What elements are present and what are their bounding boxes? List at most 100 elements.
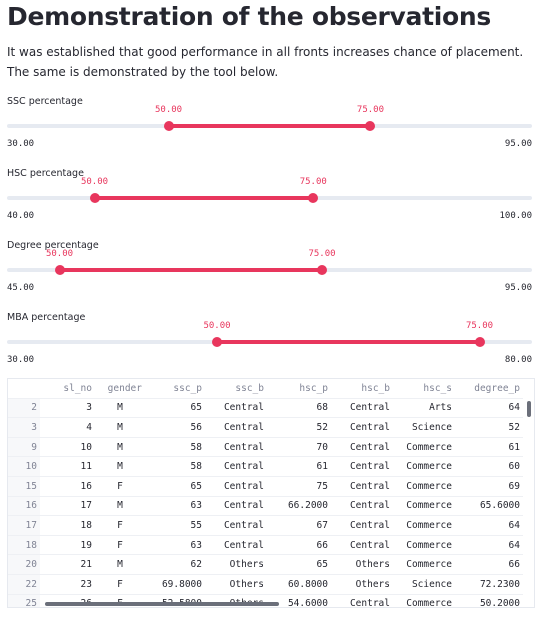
column-header-degree_p[interactable]: degree_p — [455, 379, 523, 399]
table-cell[interactable]: 19 — [40, 535, 95, 556]
table-cell[interactable]: 65 — [145, 476, 205, 497]
slider-high-thumb[interactable] — [365, 121, 376, 131]
table-cell[interactable]: F — [95, 515, 145, 536]
table-cell[interactable]: 10 — [40, 437, 95, 458]
table-cell[interactable]: Commerce — [393, 437, 455, 458]
row-index[interactable]: 18 — [8, 535, 40, 556]
table-cell[interactable]: 70 — [267, 437, 331, 458]
table-cell[interactable]: Commerce — [393, 476, 455, 497]
table-cell[interactable]: F — [95, 574, 145, 595]
table-cell[interactable]: Central — [331, 496, 393, 517]
table-cell[interactable]: 63 — [145, 496, 205, 517]
table-cell[interactable]: 69 — [455, 476, 523, 497]
row-index[interactable]: 10 — [8, 456, 40, 477]
table-cell[interactable]: 58 — [145, 456, 205, 477]
table-cell[interactable]: 56 — [145, 417, 205, 438]
table-cell[interactable]: Commerce — [393, 535, 455, 556]
table-cell[interactable]: Others — [331, 554, 393, 575]
degree-percentage-slider[interactable]: Degree percentage 50.00 75.00 45.00 95.0… — [0, 240, 544, 306]
table-cell[interactable]: 66 — [455, 554, 523, 575]
table-cell[interactable]: Science — [393, 417, 455, 438]
row-index[interactable]: 2 — [8, 398, 40, 419]
table-cell[interactable]: 62 — [145, 554, 205, 575]
table-cell[interactable]: Others — [205, 574, 267, 595]
slider-high-thumb[interactable] — [474, 337, 485, 347]
table-cell[interactable]: M — [95, 417, 145, 438]
table-cell[interactable]: Central — [331, 535, 393, 556]
table-cell[interactable]: Central — [205, 535, 267, 556]
table-cell[interactable]: 68 — [267, 398, 331, 419]
table-cell[interactable]: 63 — [145, 535, 205, 556]
table-cell[interactable]: F — [95, 476, 145, 497]
slider-low-thumb[interactable] — [212, 337, 222, 347]
table-cell[interactable]: 61 — [455, 437, 523, 458]
table-cell[interactable]: 72.2300 — [455, 574, 523, 595]
table-cell[interactable]: 50.2000 — [455, 594, 523, 607]
table-cell[interactable]: Central — [331, 437, 393, 458]
table-cell[interactable]: Central — [205, 398, 267, 419]
table-cell[interactable]: 64 — [455, 515, 523, 536]
table-cell[interactable]: 16 — [40, 476, 95, 497]
table-cell[interactable]: 58 — [145, 437, 205, 458]
table-cell[interactable]: Central — [331, 456, 393, 477]
table-cell[interactable]: 54.6000 — [267, 594, 331, 607]
vertical-scrollbar[interactable] — [527, 401, 531, 417]
table-cell[interactable]: 55 — [145, 515, 205, 536]
table-cell[interactable]: 60.8000 — [267, 574, 331, 595]
table-cell[interactable]: M — [95, 496, 145, 517]
table-cell[interactable]: 66.2000 — [267, 496, 331, 517]
table-cell[interactable]: M — [95, 437, 145, 458]
row-index[interactable]: 3 — [8, 417, 40, 438]
table-cell[interactable]: 67 — [267, 515, 331, 536]
table-cell[interactable]: Central — [205, 417, 267, 438]
table-cell[interactable]: 3 — [40, 398, 95, 419]
data-table[interactable]: sl_no gender ssc_p ssc_b hsc_p hsc_b hsc… — [7, 378, 535, 608]
column-header-gender[interactable]: gender — [95, 379, 145, 399]
table-cell[interactable]: 64 — [455, 535, 523, 556]
table-cell[interactable]: Central — [331, 417, 393, 438]
slider-low-thumb[interactable] — [163, 121, 174, 131]
mba-percentage-slider[interactable]: MBA percentage 50.00 75.00 30.00 80.00 — [0, 312, 544, 378]
horizontal-scrollbar[interactable] — [45, 602, 279, 606]
slider-low-thumb[interactable] — [89, 193, 100, 203]
table-cell[interactable]: Central — [205, 456, 267, 477]
table-cell[interactable]: 64 — [455, 398, 523, 419]
row-index[interactable]: 17 — [8, 515, 40, 536]
table-cell[interactable]: Central — [331, 476, 393, 497]
column-header-hsc_p[interactable]: hsc_p — [267, 379, 331, 399]
row-index[interactable]: 22 — [8, 574, 40, 595]
ssc-percentage-slider[interactable]: SSC percentage 50.00 75.00 30.00 95.00 — [0, 96, 544, 162]
column-header-hsc_s[interactable]: hsc_s — [393, 379, 455, 399]
table-cell[interactable]: Central — [205, 496, 267, 517]
table-cell[interactable]: 21 — [40, 554, 95, 575]
table-cell[interactable]: 75 — [267, 476, 331, 497]
table-cell[interactable]: M — [95, 398, 145, 419]
table-cell[interactable]: 11 — [40, 456, 95, 477]
row-index[interactable]: 15 — [8, 476, 40, 497]
table-cell[interactable]: 23 — [40, 574, 95, 595]
table-cell[interactable]: Arts — [393, 398, 455, 419]
slider-high-thumb[interactable] — [308, 193, 319, 203]
table-cell[interactable]: Commerce — [393, 496, 455, 517]
row-index[interactable]: 9 — [8, 437, 40, 458]
table-cell[interactable]: 52 — [267, 417, 331, 438]
table-cell[interactable]: 17 — [40, 496, 95, 517]
slider-low-thumb[interactable] — [54, 265, 65, 275]
column-header-sl_no[interactable]: sl_no — [40, 379, 95, 399]
row-index[interactable]: 20 — [8, 554, 40, 575]
column-header-index[interactable] — [8, 379, 40, 399]
column-header-ssc_b[interactable]: ssc_b — [205, 379, 267, 399]
table-cell[interactable]: Central — [205, 515, 267, 536]
table-cell[interactable]: Commerce — [393, 594, 455, 607]
table-cell[interactable]: M — [95, 554, 145, 575]
table-cell[interactable]: Others — [331, 574, 393, 595]
table-cell[interactable]: 61 — [267, 456, 331, 477]
table-cell[interactable]: 65 — [267, 554, 331, 575]
table-cell[interactable]: 66 — [267, 535, 331, 556]
table-cell[interactable]: 52 — [455, 417, 523, 438]
table-cell[interactable]: Central — [205, 437, 267, 458]
table-cell[interactable]: Central — [331, 398, 393, 419]
table-cell[interactable]: Others — [205, 554, 267, 575]
table-cell[interactable]: 18 — [40, 515, 95, 536]
table-cell[interactable]: Commerce — [393, 554, 455, 575]
